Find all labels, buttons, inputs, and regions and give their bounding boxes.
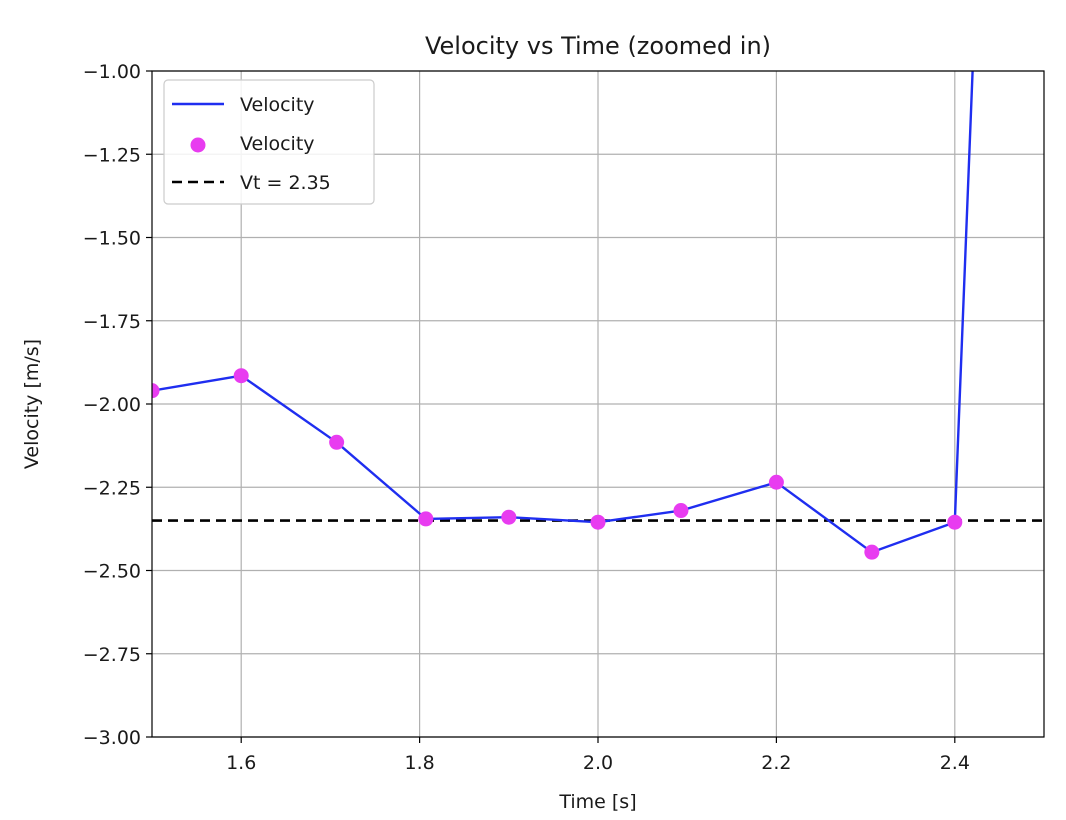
- velocity-point: [864, 544, 880, 560]
- x-tick-label: 1.8: [404, 752, 434, 774]
- legend-point-swatch: [190, 137, 206, 153]
- velocity-point: [947, 514, 963, 530]
- y-tick-label: −1.25: [83, 144, 141, 166]
- x-tick-label: 2.4: [940, 752, 970, 774]
- y-tick-label: −2.25: [83, 477, 141, 499]
- series-points: [152, 368, 963, 560]
- y-axis-label: Velocity [m/s]: [21, 339, 43, 469]
- legend-box: [163, 79, 375, 205]
- velocity-point: [233, 368, 249, 384]
- y-tick-label: −2.00: [83, 394, 141, 416]
- velocity-point: [152, 383, 160, 399]
- y-tick-label: −1.00: [83, 61, 141, 83]
- y-tick-label: −2.50: [83, 561, 141, 583]
- axis-ticks: 1.6 1.8 2.0 2.2 2.4 −1.00 −1.25 −1.50 −1.75 −2.00…: [83, 61, 970, 774]
- y-tick-label: −1.75: [83, 311, 141, 333]
- velocity-point: [418, 511, 434, 527]
- legend-label: Velocity: [240, 133, 315, 155]
- velocity-point: [768, 474, 784, 490]
- legend: Velocity Velocity Vt = 2.35: [163, 79, 375, 205]
- legend-label: Velocity: [240, 94, 315, 116]
- y-tick-label: −3.00: [83, 727, 141, 749]
- x-tick-label: 1.6: [226, 752, 256, 774]
- y-tick-label: −2.75: [83, 644, 141, 666]
- velocity-point: [501, 509, 517, 525]
- velocity-point: [673, 503, 689, 519]
- velocity-point: [590, 514, 606, 530]
- x-axis-label: Time [s]: [558, 791, 636, 813]
- chart-title: Velocity vs Time (zoomed in): [425, 32, 771, 60]
- legend-label: Vt = 2.35: [240, 172, 331, 194]
- y-tick-label: −1.50: [83, 228, 141, 250]
- velocity-point: [329, 434, 345, 450]
- x-tick-label: 2.2: [761, 752, 791, 774]
- x-tick-label: 2.0: [583, 752, 613, 774]
